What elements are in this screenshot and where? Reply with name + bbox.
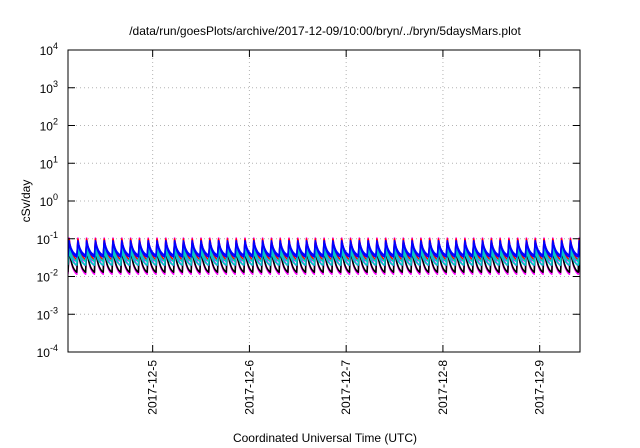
y-tick-label: 103 (40, 79, 58, 96)
series-line-6 (68, 249, 580, 266)
x-axis-label: Coordinated Universal Time (UTC) (233, 431, 417, 445)
series-line-8 (68, 242, 580, 258)
grid (68, 50, 580, 352)
y-axis: 10-4 10-3 10-2 10-1 100 101 102 103 104 (37, 41, 580, 360)
y-tick-label: 101 (40, 154, 58, 171)
y-tick-label: 104 (40, 41, 58, 58)
y-axis-label: cSv/day (19, 180, 33, 223)
y-tick-label: 10-3 (37, 305, 58, 322)
x-tick-label: 2017-12-5 (146, 360, 160, 415)
x-tick-label: 2017-12-6 (242, 360, 256, 415)
x-tick-label: 2017-12-9 (533, 360, 547, 415)
y-tick-label: 102 (40, 117, 58, 134)
x-tick-label: 2017-12-8 (436, 360, 450, 415)
x-tick-label: 2017-12-7 (339, 360, 353, 415)
y-tick-label: 10-4 (37, 343, 58, 360)
y-tick-label: 100 (40, 192, 58, 209)
y-tick-label: 10-2 (37, 268, 58, 285)
series-group (68, 237, 580, 275)
chart-title: /data/run/goesPlots/archive/2017-12-09/1… (129, 24, 521, 38)
y-tick-label: 10-1 (37, 230, 58, 247)
x-axis: 2017-12-5 2017-12-6 2017-12-7 2017-12-8 2017… (146, 50, 547, 415)
